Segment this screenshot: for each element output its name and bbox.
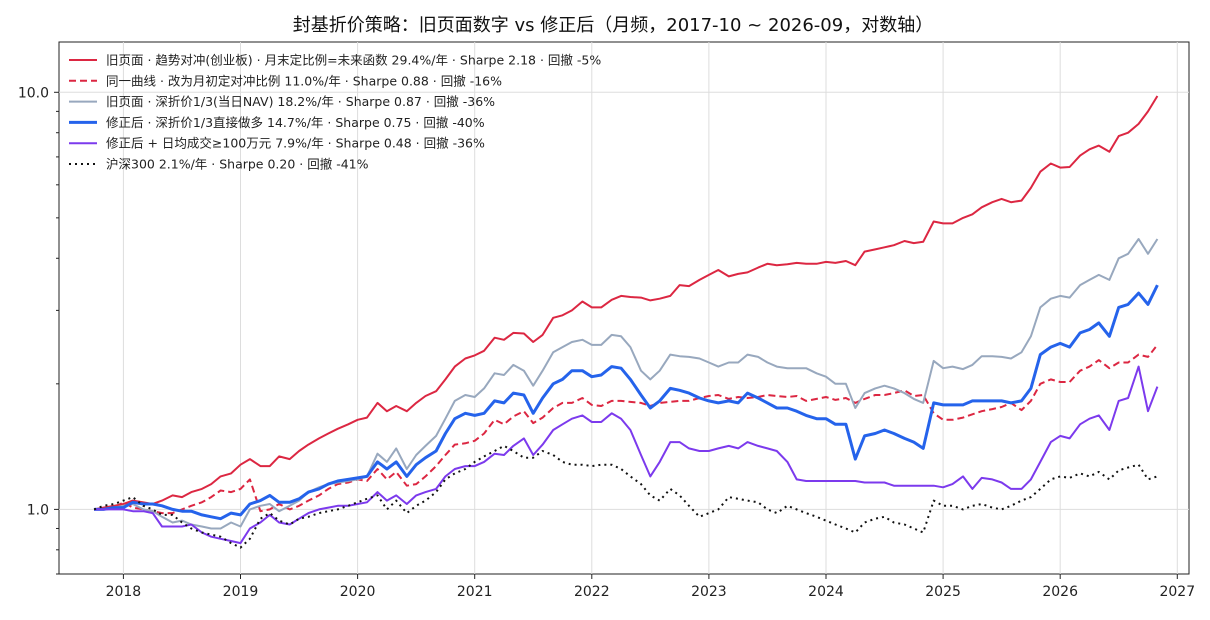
series-line-1 — [93, 95, 1159, 511]
series-line-2 — [94, 344, 1159, 515]
legend-label-5: 修正后 + 日均成交≥100万元 7.9%/年 · Sharpe 0.48 · … — [106, 136, 485, 151]
y-tick-label: 10.0 — [18, 85, 49, 101]
x-tick-label: 2024 — [808, 584, 844, 600]
x-tick-label: 2023 — [691, 584, 727, 600]
axis-layer: 2018 2019 2020 2021 2022 2023 2024 2025 2026 2027… — [18, 85, 1195, 600]
legend-label-1: 旧页面 · 趋势对冲(创业板) · 月末定比例=未来函数 29.4%/年 · S… — [106, 53, 601, 68]
x-tick-label: 2019 — [223, 584, 259, 600]
y-tick-label: 1.0 — [27, 502, 49, 518]
x-tick-label: 2021 — [457, 584, 493, 600]
legend-label-2: 同一曲线 · 改为月初定对冲比例 11.0%/年 · Sharpe 0.88 ·… — [106, 73, 502, 88]
legend-label-3: 旧页面 · 深折价1/3(当日NAV) 18.2%/年 · Sharpe 0.8… — [106, 94, 495, 109]
x-tick-label: 2027 — [1159, 584, 1195, 600]
legend: 旧页面 · 趋势对冲(创业板) · 月末定比例=未来函数 29.4%/年 · S… — [69, 53, 601, 172]
series-line-5 — [94, 365, 1159, 545]
grid-layer — [59, 42, 1189, 574]
x-tick-label: 2018 — [106, 584, 142, 600]
series-line-3 — [94, 238, 1159, 530]
chart-title: 封基折价策略：旧页面数字 vs 修正后（月频，2017-10 ~ 2026-09… — [293, 15, 933, 36]
x-tick-label: 2025 — [925, 584, 961, 600]
plot-frame — [58, 41, 1190, 575]
x-tick-label: 2022 — [574, 584, 610, 600]
legend-label-6: 沪深300 2.1%/年 · Sharpe 0.20 · 回撤 -41% — [106, 157, 369, 172]
x-tick-label: 2020 — [340, 584, 376, 600]
legend-label-4: 修正后 · 深折价1/3直接做多 14.7%/年 · Sharpe 0.75 ·… — [106, 115, 485, 130]
series-line-6 — [93, 444, 1158, 549]
series-layer — [93, 95, 1159, 549]
series-line-4 — [94, 284, 1159, 521]
x-tick-label: 2026 — [1042, 584, 1078, 600]
